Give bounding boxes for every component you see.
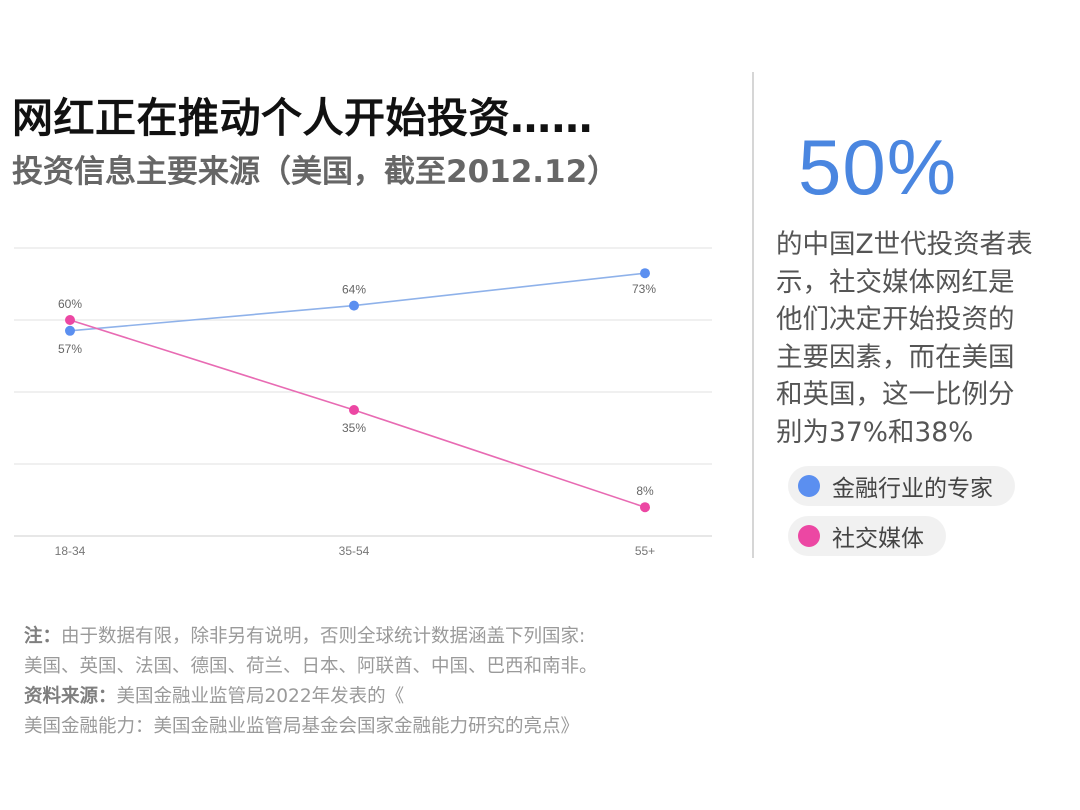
source-line-2: 美国金融能力：美国金融业监管局基金会国家金融能力研究的亮点》 [24, 716, 580, 737]
data-point [640, 268, 650, 279]
data-label: 57% [58, 342, 82, 356]
line-chart: 18-34 35-54 55+ 57% 64% 73% 60% 35% 8% [14, 247, 712, 558]
big-stat-value: 50% [798, 123, 958, 211]
stat-description: 的中国Z世代投资者表 示，社交媒体网红是 他们决定开始投资的 主要因素，而在美国… [776, 229, 1033, 448]
note-line-2: 美国、英国、法国、德国、荷兰、日本、阿联酋、中国、巴西和南非。 [24, 656, 598, 677]
legend-dot-blue-icon [798, 475, 820, 497]
source-line-1: 资料来源：美国金融业监管局2022年发表的《 [24, 682, 744, 712]
x-tick-label: 18-34 [55, 544, 86, 558]
note-line-1: 注：由于数据有限，除非另有说明，否则全球统计数据涵盖下列国家: [24, 622, 744, 652]
x-tick-label: 55+ [635, 544, 655, 558]
vertical-divider [752, 72, 754, 558]
data-point [349, 405, 359, 415]
footnotes: 注：由于数据有限，除非另有说明，否则全球统计数据涵盖下列国家: 美国、英国、法国… [24, 622, 744, 742]
legend-dot-pink-icon [798, 525, 820, 547]
note-text: 由于数据有限，除非另有说明，否则全球统计数据涵盖下列国家: [61, 626, 586, 647]
x-tick-label: 35-54 [339, 544, 370, 558]
data-point [65, 315, 75, 325]
data-label: 64% [342, 283, 366, 297]
data-point [640, 502, 650, 513]
chart-subtitle: 投资信息主要来源（美国，截至2012.12） [12, 154, 619, 190]
data-label: 60% [58, 297, 82, 311]
data-label: 73% [632, 282, 656, 296]
data-point [349, 300, 359, 311]
data-point [65, 325, 75, 336]
page-title: 网红正在推动个人开始投资…… [12, 94, 593, 142]
source-label: 资料来源： [24, 686, 117, 707]
note-label: 注： [24, 626, 62, 647]
data-label: 8% [636, 484, 654, 498]
legend-item-experts: 金融行业的专家 [788, 466, 1015, 506]
data-label: 35% [342, 421, 366, 435]
legend-label: 社交媒体 [832, 526, 924, 552]
legend-label: 金融行业的专家 [832, 476, 993, 502]
source-text: 美国金融业监管局2022年发表的《 [116, 686, 405, 707]
legend-item-social-media: 社交媒体 [788, 516, 946, 556]
series-line-social-media [69, 319, 646, 508]
